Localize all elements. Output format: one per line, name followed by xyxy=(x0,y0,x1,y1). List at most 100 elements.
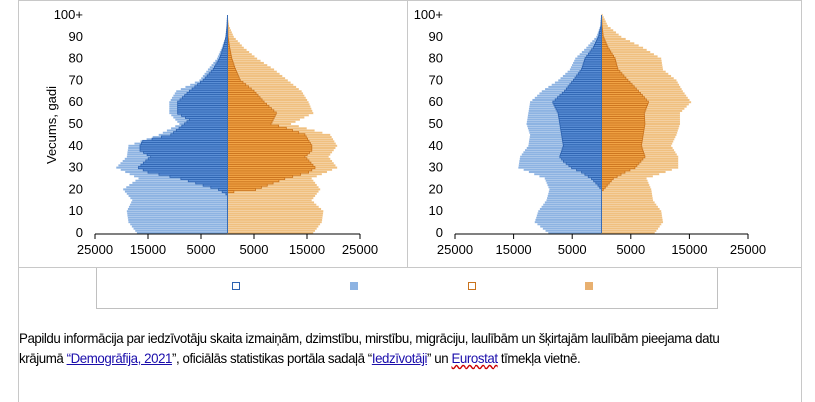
x-tick-label: 5000 xyxy=(558,242,587,257)
bar-age-13 xyxy=(543,203,602,206)
bar-age-6 xyxy=(535,218,602,222)
pyramid-chart-right: 25000 15000 5000 5000 15000 25000 0 10 20 30 40 50 6… xyxy=(414,7,766,257)
series-right-outlined xyxy=(227,15,316,194)
bar-age-4 xyxy=(227,223,321,226)
bar-age-7 xyxy=(536,216,602,219)
y-tick-label: 50 xyxy=(69,116,83,131)
pyramid-chart-left: 25000 15000 5000 5000 15000 25000 0 10 20 30 40 50 6… xyxy=(54,7,378,257)
bar-age-9 xyxy=(227,212,324,215)
bar-age-5 xyxy=(601,220,664,224)
y-tick-label: 60 xyxy=(429,94,443,109)
bar-age-18 xyxy=(227,192,317,195)
link-demografija-2021[interactable]: “Demogrāfija, 2021 xyxy=(66,350,173,366)
bar-age-3 xyxy=(131,225,228,228)
note-text: Papildu informācija par iedzīvotāju skai… xyxy=(19,330,720,366)
bar-age-1 xyxy=(135,229,228,232)
bar-age-11 xyxy=(539,207,602,211)
note-text: ” un xyxy=(427,350,452,366)
bar-age-2 xyxy=(133,227,228,230)
bar-age-10 xyxy=(126,210,228,213)
bar-age-4 xyxy=(130,223,228,226)
y-tick-label: 70 xyxy=(69,72,83,87)
population-pyramids: 25000 15000 5000 5000 15000 25000 0 10 20 30 40 50 6… xyxy=(44,7,766,257)
y-tick-label: 50 xyxy=(429,116,443,131)
bar-age-15 xyxy=(132,199,228,202)
y-tick-label: 70 xyxy=(429,72,443,87)
bar-age-14 xyxy=(227,201,315,204)
bar-age-13 xyxy=(129,203,228,206)
bar-age-16 xyxy=(227,196,314,200)
bar-age-10 xyxy=(538,210,602,213)
bar-age-19 xyxy=(601,190,652,193)
bar-age-4 xyxy=(601,223,662,226)
frame-border xyxy=(18,0,19,402)
bar-age-20 xyxy=(601,188,652,191)
y-tick-label: 10 xyxy=(429,203,443,218)
note-text: tīmekļa vietnē. xyxy=(497,350,581,366)
x-tick-label: 15000 xyxy=(289,242,325,257)
y-axis-label: Vecums, gadi xyxy=(44,86,59,164)
bar-age-12 xyxy=(601,205,659,209)
link-eurostat[interactable]: Eurostat xyxy=(451,350,498,366)
bar-age-1 xyxy=(227,229,316,232)
bar-age-2 xyxy=(542,227,602,230)
bar-age-13 xyxy=(227,203,317,206)
bar-age-17 xyxy=(227,194,316,198)
link-iedzivotaji[interactable]: Iedzīvotāji xyxy=(371,350,428,366)
bar-age-9 xyxy=(601,212,662,215)
bar-age-10 xyxy=(601,210,662,213)
x-tick-label: 5000 xyxy=(240,242,269,257)
bar-age-18 xyxy=(126,192,228,195)
x-tick-label: 15000 xyxy=(130,242,166,257)
y-tick-label: 10 xyxy=(69,203,83,218)
x-tick-label: 15000 xyxy=(671,242,707,257)
y-tick-label: 30 xyxy=(69,160,83,175)
frame-border xyxy=(801,0,802,402)
y-tick-label: 20 xyxy=(69,181,83,196)
bar-age-6 xyxy=(601,218,663,222)
legend-swatch-filled-orange xyxy=(585,282,593,290)
chart-legend xyxy=(96,268,718,309)
bar-age-1 xyxy=(601,229,657,232)
x-tick-label: 5000 xyxy=(187,242,216,257)
note-text: ”, oficiālās statistikas portāla sadaļā … xyxy=(172,350,372,366)
y-tick-label: 60 xyxy=(69,94,83,109)
legend-swatch-outlined-blue xyxy=(232,282,240,290)
y-tick-label: 80 xyxy=(69,51,83,66)
bar-age-16 xyxy=(130,196,228,200)
bar-age-20 xyxy=(549,188,602,191)
bar-age-7 xyxy=(127,216,228,219)
bar-age-2 xyxy=(601,227,659,230)
x-tick-label: 25000 xyxy=(437,242,473,257)
bar-age-12 xyxy=(227,205,319,209)
bar-age-3 xyxy=(540,225,602,228)
x-tick-label: 5000 xyxy=(616,242,645,257)
y-tick-label: 90 xyxy=(429,29,443,44)
x-tick-label: 15000 xyxy=(496,242,532,257)
bar-age-17 xyxy=(128,194,228,198)
bar-age-3 xyxy=(601,225,660,228)
bar-age-19 xyxy=(548,190,602,193)
bar-age-18 xyxy=(601,192,653,195)
bar-age-1 xyxy=(545,229,602,232)
bar-age-9 xyxy=(127,212,228,215)
bar-age-5 xyxy=(128,220,228,224)
bar-age-6 xyxy=(227,218,323,222)
y-tick-label: 30 xyxy=(429,160,443,175)
bar-age-15 xyxy=(227,199,312,202)
bar-age-14 xyxy=(601,201,655,204)
y-tick-label: 90 xyxy=(69,29,83,44)
bar-age-23 xyxy=(546,181,602,185)
bar-age-13 xyxy=(601,203,657,206)
bar-age-5 xyxy=(534,220,602,224)
bar-age-15 xyxy=(601,199,654,202)
legend-swatch-filled-blue xyxy=(350,282,358,290)
bar-age-8 xyxy=(127,214,228,217)
bar-age-21 xyxy=(601,186,651,189)
bar-age-10 xyxy=(227,210,324,213)
bar-age-6 xyxy=(127,218,228,222)
x-tick-label: 25000 xyxy=(77,242,113,257)
bar-age-21 xyxy=(548,186,602,189)
bar-age-2 xyxy=(227,227,317,230)
bar-age-18 xyxy=(548,192,602,195)
